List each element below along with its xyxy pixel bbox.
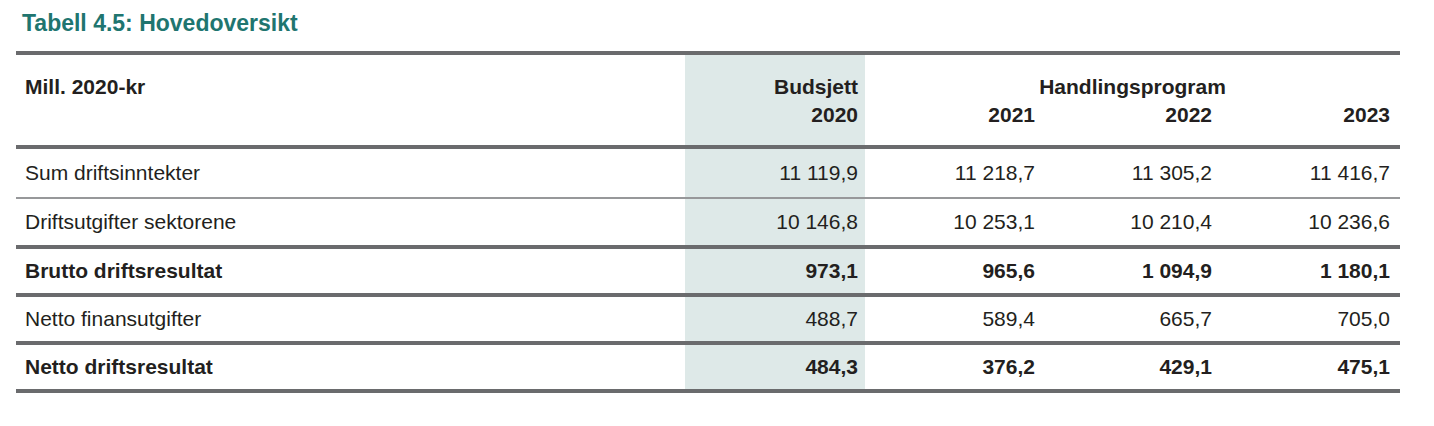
table-row-netto-driftsresultat: Netto driftsresultat 484,3 376,2 429,1 4… xyxy=(16,341,1400,389)
cell-value: 705,0 xyxy=(1222,307,1400,331)
column-group-handlingsprogram: Handlingsprogram xyxy=(865,75,1400,99)
table-row-sum-driftsinntekter: Sum driftsinntekter 11 119,9 11 218,7 11… xyxy=(16,149,1400,197)
cell-value: 665,7 xyxy=(1045,307,1222,331)
cell-value: 1 180,1 xyxy=(1222,259,1400,283)
table-row-brutto-driftsresultat: Brutto driftsresultat 973,1 965,6 1 094,… xyxy=(16,245,1400,293)
row-label: Brutto driftsresultat xyxy=(16,259,685,283)
column-header-2023: 2023 xyxy=(1222,99,1400,127)
table-title: Tabell 4.5: Hovedoversikt xyxy=(22,9,1434,37)
cell-value: 475,1 xyxy=(1222,355,1400,379)
cell-value: 10 210,4 xyxy=(1045,210,1222,234)
unit-header: Mill. 2020-kr xyxy=(16,75,685,99)
row-label: Netto driftsresultat xyxy=(16,355,685,379)
table-row-netto-finansutgifter: Netto finansutgifter 488,7 589,4 665,7 7… xyxy=(16,293,1400,341)
cell-value: 488,7 xyxy=(685,307,865,331)
column-header-2022: 2022 xyxy=(1045,99,1222,127)
cell-value: 1 094,9 xyxy=(1045,259,1222,283)
cell-value: 965,6 xyxy=(865,259,1045,283)
cell-value: 973,1 xyxy=(685,259,865,283)
row-label: Netto finansutgifter xyxy=(16,307,685,331)
cell-value: 484,3 xyxy=(685,355,865,379)
column-header-budsjett: Budsjett xyxy=(685,75,865,99)
table-row-driftsutgifter-sektorene: Driftsutgifter sektorene 10 146,8 10 253… xyxy=(16,197,1400,245)
cell-value: 11 119,9 xyxy=(685,161,865,185)
cell-value: 429,1 xyxy=(1045,355,1222,379)
cell-value: 376,2 xyxy=(865,355,1045,379)
row-label: Sum driftsinntekter xyxy=(16,161,685,185)
cell-value: 11 218,7 xyxy=(865,161,1045,185)
cell-value: 10 146,8 xyxy=(685,210,865,234)
column-header-2020: 2020 xyxy=(685,99,865,127)
column-header-2021: 2021 xyxy=(865,99,1045,127)
cell-value: 589,4 xyxy=(865,307,1045,331)
cell-value: 11 305,2 xyxy=(1045,161,1222,185)
row-label: Driftsutgifter sektorene xyxy=(16,210,685,234)
cell-value: 10 253,1 xyxy=(865,210,1045,234)
hovedoversikt-table: Mill. 2020-kr Budsjett Handlingsprogram … xyxy=(16,51,1400,393)
cell-value: 11 416,7 xyxy=(1222,161,1400,185)
cell-value: 10 236,6 xyxy=(1222,210,1400,234)
table-header-row: Mill. 2020-kr Budsjett Handlingsprogram … xyxy=(16,55,1400,149)
